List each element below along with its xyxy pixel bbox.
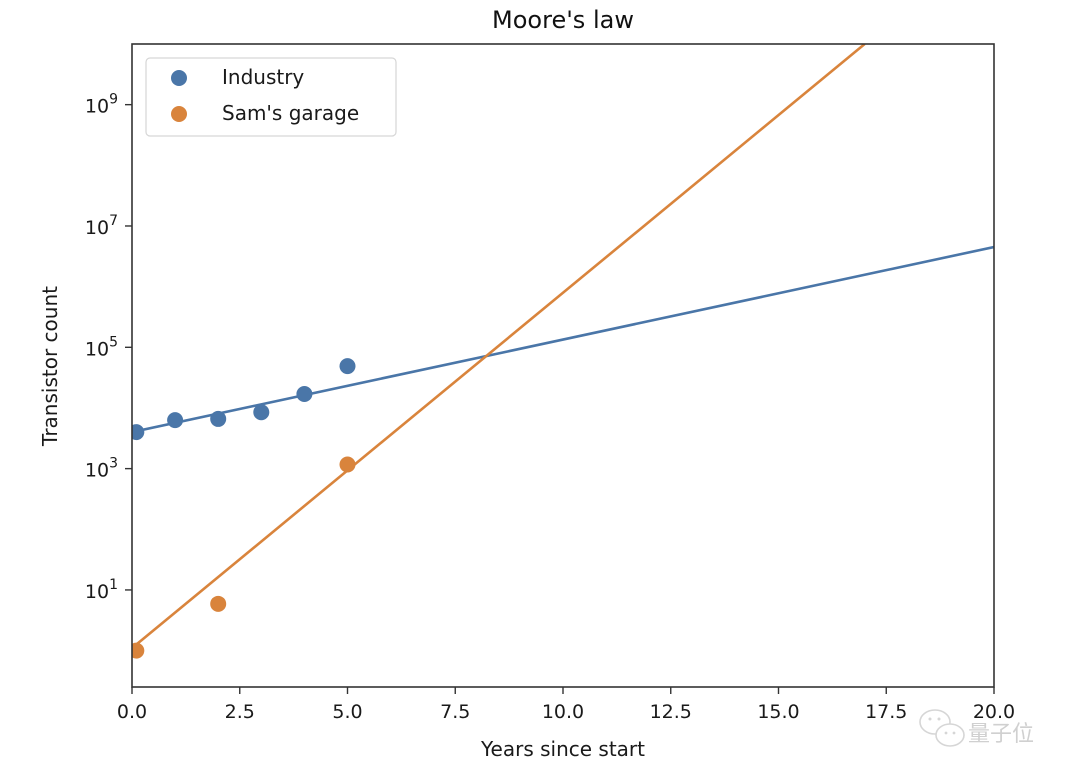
x-tick-label: 10.0 bbox=[542, 701, 584, 723]
watermark-text: 量子位 bbox=[968, 722, 1034, 747]
x-tick-label: 12.5 bbox=[650, 701, 692, 723]
x-tick-label: 7.5 bbox=[440, 701, 470, 723]
legend-marker-industry bbox=[171, 70, 187, 86]
data-point-sam-s-garage bbox=[210, 595, 227, 612]
data-point-industry bbox=[132, 424, 145, 441]
wechat-icon bbox=[919, 709, 965, 747]
y-tick-label: 105 bbox=[85, 334, 118, 360]
fit-line-industry bbox=[132, 245, 994, 434]
data-point-sam-s-garage bbox=[339, 456, 356, 473]
y-tick-label: 107 bbox=[85, 213, 118, 239]
y-axis-label: Transistor count bbox=[38, 286, 62, 447]
data-point-sam-s-garage bbox=[132, 642, 145, 659]
chart-title: Moore's law bbox=[492, 6, 634, 34]
data-points bbox=[132, 358, 356, 659]
plot-frame bbox=[131, 43, 995, 688]
data-point-industry bbox=[253, 404, 270, 421]
fit-lines bbox=[132, 44, 994, 650]
data-point-industry bbox=[339, 358, 356, 375]
legend-label-sams-garage: Sam's garage bbox=[222, 101, 359, 125]
y-tick-label: 109 bbox=[85, 92, 118, 118]
x-axis-label: Years since start bbox=[480, 737, 645, 761]
data-point-industry bbox=[167, 412, 184, 429]
fit-line-sam-s-garage bbox=[132, 44, 866, 650]
legend: Industry Sam's garage bbox=[145, 57, 397, 137]
x-tick-label: 17.5 bbox=[865, 701, 907, 723]
legend-box bbox=[145, 57, 397, 137]
x-tick-label: 2.5 bbox=[225, 701, 255, 723]
data-point-industry bbox=[210, 410, 227, 427]
watermark: 量子位 bbox=[919, 709, 1034, 747]
x-tick-label: 20.0 bbox=[973, 701, 1015, 723]
y-axis: 101 103 105 107 109 bbox=[85, 92, 132, 603]
y-tick-label: 103 bbox=[85, 456, 118, 482]
x-axis: 0.0 2.5 5.0 7.5 10.0 12.5 15.0 17.5 20.0 bbox=[117, 687, 1015, 723]
x-tick-label: 15.0 bbox=[757, 701, 799, 723]
x-tick-label: 0.0 bbox=[117, 701, 147, 723]
y-tick-label: 101 bbox=[85, 577, 118, 603]
legend-marker-sams-garage bbox=[171, 106, 187, 122]
x-tick-label: 5.0 bbox=[332, 701, 362, 723]
legend-label-industry: Industry bbox=[222, 65, 304, 89]
data-point-industry bbox=[296, 385, 313, 402]
